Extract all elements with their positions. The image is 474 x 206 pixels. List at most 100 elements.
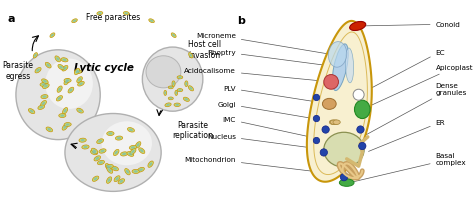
Ellipse shape [136,142,141,148]
Ellipse shape [50,34,55,38]
Ellipse shape [108,169,111,172]
Ellipse shape [119,180,123,183]
Ellipse shape [125,13,128,15]
Ellipse shape [46,63,51,69]
Ellipse shape [64,79,71,83]
Ellipse shape [28,109,35,114]
Ellipse shape [128,128,135,132]
Ellipse shape [43,81,47,83]
Ellipse shape [332,45,348,91]
Ellipse shape [39,106,43,109]
Ellipse shape [188,86,193,91]
Ellipse shape [168,97,173,100]
Ellipse shape [125,169,130,175]
Ellipse shape [106,165,113,169]
Ellipse shape [81,139,85,142]
Ellipse shape [150,21,153,23]
Ellipse shape [126,170,129,174]
Text: Dense
granules: Dense granules [365,82,467,136]
Ellipse shape [100,150,104,152]
Ellipse shape [42,84,46,86]
Ellipse shape [94,177,97,180]
Text: Microneme: Microneme [196,33,328,55]
Ellipse shape [45,59,93,109]
Ellipse shape [120,152,128,156]
Ellipse shape [93,150,96,153]
Ellipse shape [107,165,109,169]
Ellipse shape [97,161,104,165]
Ellipse shape [46,127,53,132]
Ellipse shape [111,166,118,171]
Ellipse shape [164,92,166,95]
Ellipse shape [164,91,167,96]
Ellipse shape [64,126,66,129]
Ellipse shape [65,80,70,82]
Circle shape [357,126,364,133]
Ellipse shape [65,81,68,84]
Ellipse shape [91,149,98,154]
Ellipse shape [175,92,177,95]
Ellipse shape [139,148,145,154]
Text: Rhoptry: Rhoptry [207,49,337,68]
Ellipse shape [108,165,112,168]
Ellipse shape [34,55,36,57]
Ellipse shape [61,59,68,63]
Ellipse shape [58,65,64,70]
Ellipse shape [47,128,51,131]
Ellipse shape [83,146,88,149]
Ellipse shape [72,20,77,23]
Ellipse shape [79,138,86,143]
Ellipse shape [118,179,125,184]
Text: Acidocalisome: Acidocalisome [184,68,328,82]
Ellipse shape [58,88,61,91]
Ellipse shape [62,125,68,131]
Ellipse shape [55,57,61,63]
Ellipse shape [79,83,83,86]
Ellipse shape [78,82,84,87]
Circle shape [322,126,329,133]
Text: EC: EC [361,49,445,94]
Ellipse shape [73,21,76,23]
Ellipse shape [43,84,49,89]
Ellipse shape [74,69,80,75]
Ellipse shape [166,104,170,106]
Circle shape [313,116,319,122]
Ellipse shape [169,87,172,89]
Ellipse shape [128,153,132,156]
Ellipse shape [65,114,161,191]
Ellipse shape [115,136,123,140]
Ellipse shape [60,115,64,117]
Circle shape [324,75,338,90]
Ellipse shape [113,150,119,156]
Ellipse shape [99,149,106,153]
Ellipse shape [76,71,80,73]
Ellipse shape [44,85,48,88]
Ellipse shape [58,97,61,100]
Ellipse shape [322,99,336,110]
Ellipse shape [149,20,155,23]
Ellipse shape [59,66,63,69]
Ellipse shape [59,114,66,118]
Ellipse shape [41,95,48,99]
Ellipse shape [175,91,178,96]
Ellipse shape [168,87,173,89]
Ellipse shape [329,120,337,125]
Ellipse shape [42,80,48,84]
Ellipse shape [98,13,101,15]
Ellipse shape [98,140,102,143]
Ellipse shape [56,58,59,61]
Text: Apicoplast: Apicoplast [365,65,473,109]
Ellipse shape [339,179,354,186]
Ellipse shape [78,110,82,112]
Ellipse shape [77,77,82,83]
Ellipse shape [113,167,117,170]
Ellipse shape [107,132,114,136]
Ellipse shape [64,123,71,127]
Ellipse shape [101,122,152,165]
Ellipse shape [75,70,79,74]
Text: ER: ER [368,120,445,152]
Circle shape [313,95,319,101]
Ellipse shape [109,133,112,135]
Ellipse shape [146,56,181,88]
Ellipse shape [171,34,176,38]
